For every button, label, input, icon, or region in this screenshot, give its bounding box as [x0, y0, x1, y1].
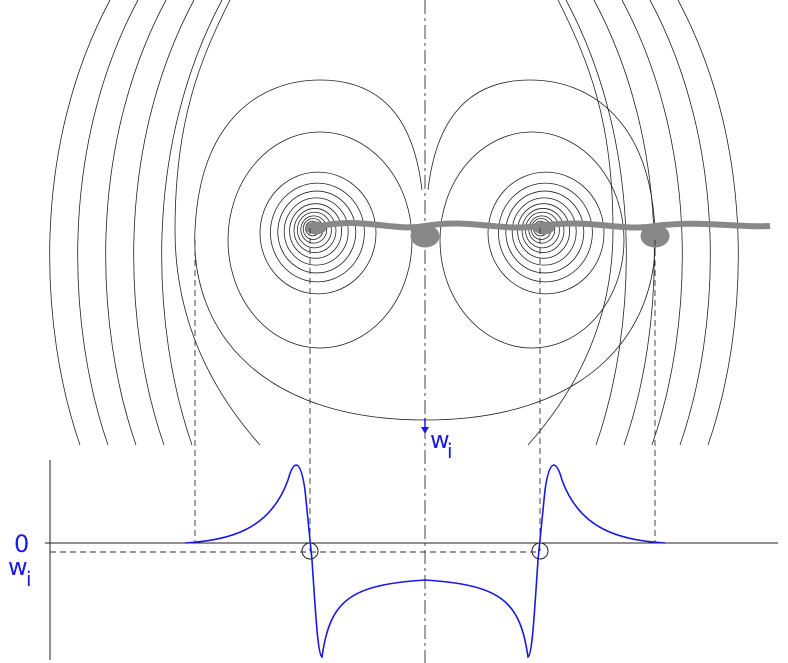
contour	[78, 0, 138, 445]
bird	[306, 222, 326, 234]
bird	[411, 225, 439, 247]
bird	[534, 222, 554, 234]
arrow-head	[421, 427, 429, 434]
contour	[440, 132, 624, 348]
diagram: w i 0 w i	[0, 0, 788, 663]
contour	[134, 0, 194, 445]
contour	[50, 0, 110, 445]
contour	[106, 0, 166, 445]
level-label: w	[8, 553, 28, 581]
contour	[175, 0, 260, 445]
contour	[228, 132, 412, 348]
level-label-sub: i	[26, 567, 32, 591]
contour-lines	[50, 0, 739, 445]
arrow-label-sub: i	[447, 439, 453, 463]
